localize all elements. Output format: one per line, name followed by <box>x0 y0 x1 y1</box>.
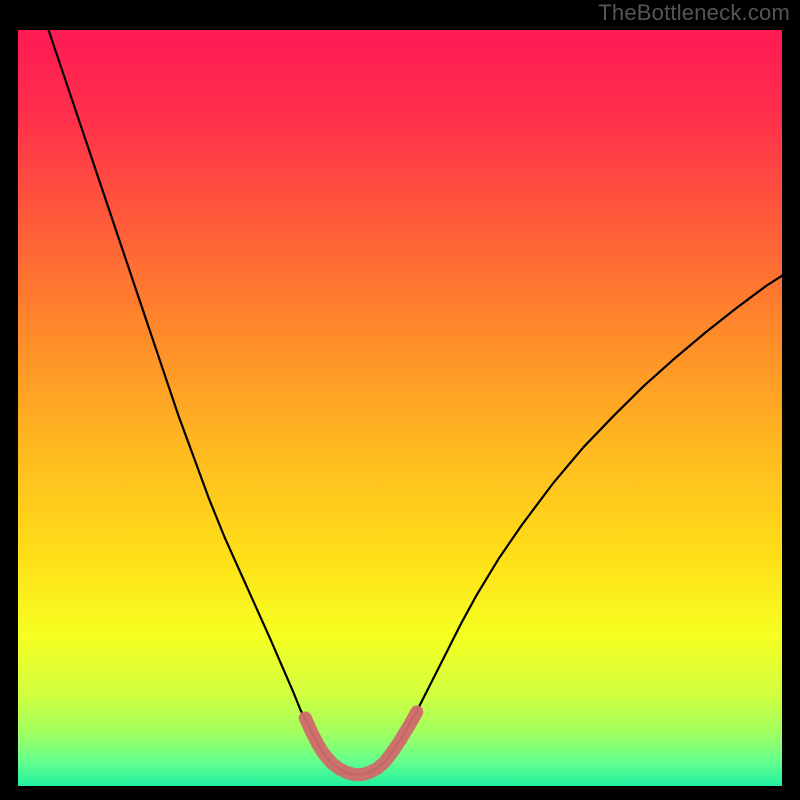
bottleneck-curve-chart <box>0 0 800 800</box>
chart-frame: { "watermark": { "text": "TheBottleneck.… <box>0 0 800 800</box>
watermark-text: TheBottleneck.com <box>598 0 790 26</box>
plot-background <box>18 30 782 786</box>
